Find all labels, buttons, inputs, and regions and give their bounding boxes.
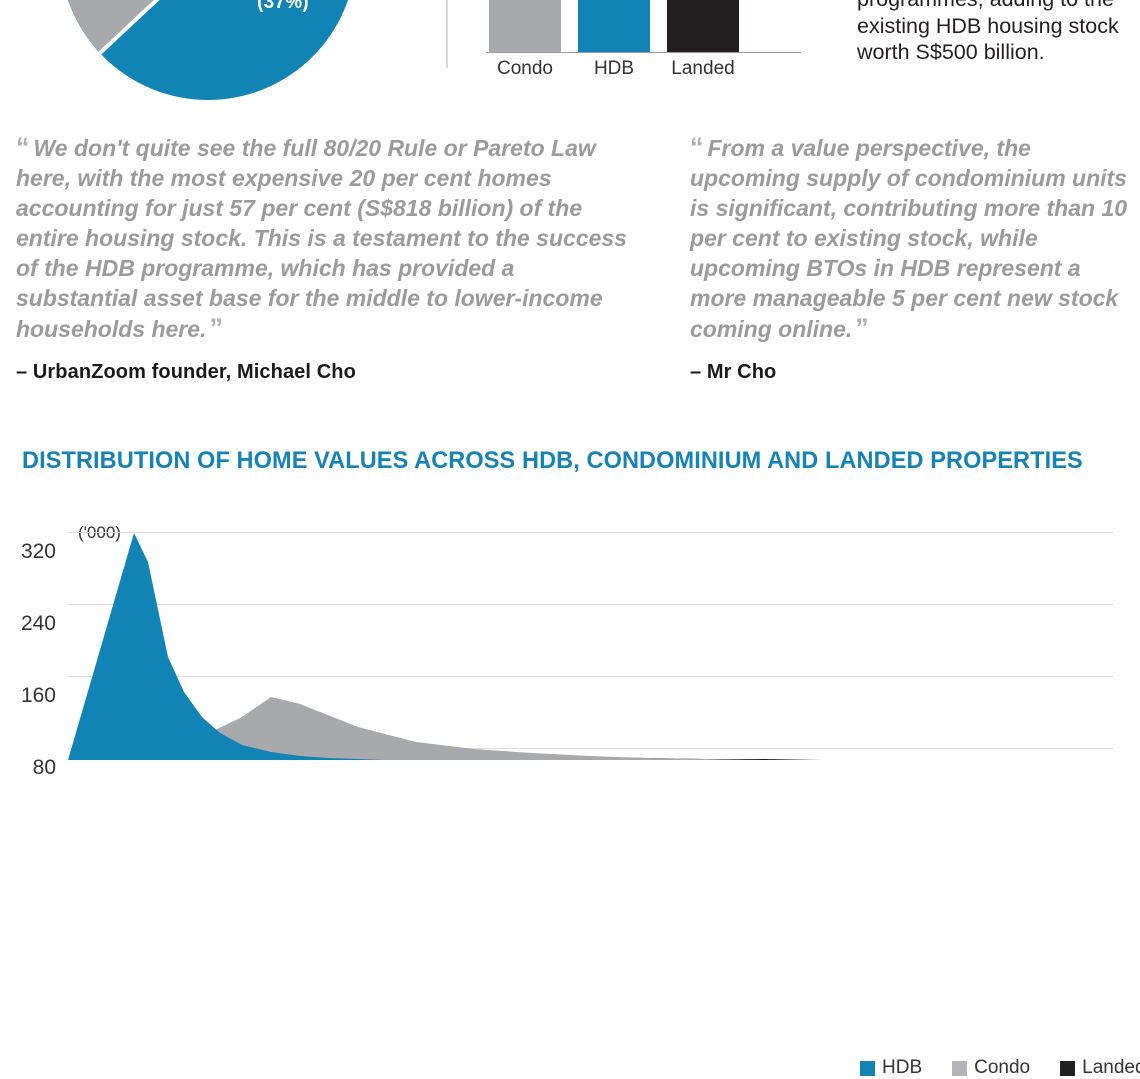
lead-paragraph: programmes, adding to the existing HDB h… (857, 0, 1119, 64)
distribution-area-chart: ('000) 320 240 160 80 HDB Condo Landed (0, 505, 1140, 1078)
bar-label-landed: Landed (671, 58, 735, 79)
housing-value-pie-chart: (37%) (38, 0, 378, 100)
open-quote-icon: “ (690, 132, 703, 162)
gridline-320 (68, 532, 1114, 533)
bar-condo (489, 0, 561, 52)
bar-label-condo: Condo (497, 58, 553, 79)
bar-group (489, 0, 801, 52)
y-tick-240: 240 (20, 612, 56, 635)
distribution-series (68, 533, 1114, 760)
legend-label-landed: Landed (1082, 1057, 1140, 1078)
bar-label-hdb: HDB (593, 58, 635, 79)
bar-column-landed (667, 0, 739, 52)
pie-slice-percent-label: (37%) (257, 0, 309, 13)
property-type-bar-chart (486, 0, 801, 53)
distribution-plot-area (68, 532, 1114, 760)
quote-attribution: – UrbanZoom founder, Michael Cho (16, 361, 356, 383)
legend-swatch-landed-icon (1060, 1060, 1076, 1076)
legend-label-condo: Condo (974, 1057, 1031, 1078)
legend-label-hdb: HDB (882, 1057, 923, 1078)
pie-slices (68, 0, 348, 100)
close-quote-icon: ” (855, 313, 868, 343)
bar-column-condo (489, 0, 561, 52)
section-heading: DISTRIBUTION OF HOME VALUES ACROSS HDB, … (22, 447, 1083, 474)
gridline-240 (68, 604, 1114, 605)
quote-block-michael-cho: “We don't quite see the full 80/20 Rule … (16, 132, 630, 384)
chart-divider (446, 0, 448, 68)
gridline-160 (68, 676, 1114, 677)
top-charts-strip: (37%) Condo HDB Landed programmes, addin… (0, 0, 1140, 112)
quote-body-text: From a value perspective, the upcoming s… (690, 135, 1128, 342)
y-tick-320: 320 (20, 540, 56, 563)
bar-chart-baseline (486, 52, 801, 53)
quote-block-mr-cho: “From a value perspective, the upcoming … (690, 132, 1130, 384)
bar-hdb (578, 0, 650, 52)
y-tick-160: 160 (20, 684, 56, 707)
quote-body-text: We don't quite see the full 80/20 Rule o… (16, 135, 627, 342)
legend-swatch-hdb-icon (860, 1060, 875, 1076)
open-quote-icon: “ (16, 132, 29, 162)
gridline-80 (68, 748, 1114, 749)
chart-legend: HDB Condo Landed (860, 1057, 1140, 1079)
legend-item-hdb: HDB (860, 1057, 922, 1079)
legend-swatch-condo-icon (952, 1060, 968, 1076)
bar-chart-x-axis-labels: Condo HDB Landed (489, 58, 801, 88)
bar-landed (667, 0, 739, 52)
legend-item-landed: Landed (1060, 1057, 1140, 1079)
close-quote-icon: ” (209, 313, 222, 343)
legend-item-condo: Condo (952, 1057, 1030, 1079)
bar-column-hdb (578, 0, 650, 52)
quote-text: “We don't quite see the full 80/20 Rule … (16, 132, 630, 344)
quote-text: “From a value perspective, the upcoming … (690, 132, 1130, 344)
quote-attribution: – Mr Cho (690, 361, 777, 383)
area-condo (68, 697, 1114, 760)
area-hdb (68, 533, 1114, 760)
